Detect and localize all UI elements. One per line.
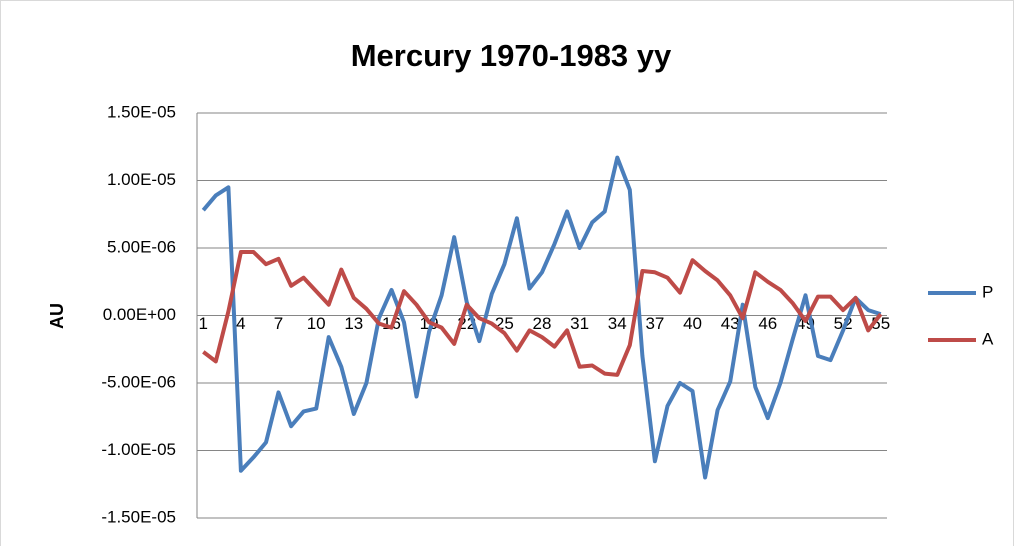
- legend-label: P: [982, 282, 993, 301]
- x-tick-label: 46: [758, 314, 777, 333]
- x-tick-label: 28: [533, 314, 552, 333]
- series-line: [202, 250, 883, 377]
- x-tick-label: 31: [570, 314, 589, 333]
- x-tick-label: 34: [608, 314, 627, 333]
- x-tick-label: 7: [274, 314, 283, 333]
- y-tick-label: 0.00E+00: [103, 305, 176, 324]
- y-axis-title: AU: [47, 303, 67, 329]
- y-tick-label: 1.00E-05: [107, 170, 176, 189]
- x-tick-label: 37: [645, 314, 664, 333]
- x-tick-label: 1: [199, 314, 208, 333]
- y-tick-label: 5.00E-06: [107, 237, 176, 256]
- series-line: [201, 155, 882, 480]
- x-tick-label: 10: [307, 314, 326, 333]
- y-tick-label: -5.00E-06: [101, 372, 176, 391]
- y-tick-label: 1.50E-05: [107, 102, 176, 121]
- legend-label: A: [982, 329, 994, 348]
- chart-title: Mercury 1970-1983 yy: [351, 38, 672, 73]
- y-tick-label: -1.50E-05: [101, 507, 176, 526]
- x-tick-label: 40: [683, 314, 702, 333]
- x-tick-label: 4: [236, 314, 245, 333]
- x-tick-label: 43: [721, 314, 740, 333]
- x-tick-label: 13: [344, 314, 363, 333]
- y-tick-label: -1.00E-05: [101, 440, 176, 459]
